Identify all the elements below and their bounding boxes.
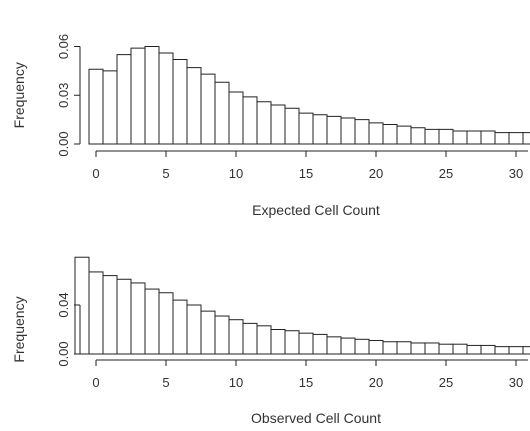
histogram-bar xyxy=(130,282,146,355)
histogram-bar xyxy=(410,342,426,355)
histogram-bar xyxy=(326,115,342,145)
histogram-bar xyxy=(396,341,412,355)
y-axis-title: Frequency xyxy=(11,296,27,362)
histogram-bar xyxy=(298,112,314,145)
histogram-bar xyxy=(368,122,384,145)
histogram-bar xyxy=(466,130,482,145)
y-tick-label: 0.06 xyxy=(56,34,71,59)
histogram-bar xyxy=(312,333,328,355)
histogram-bar xyxy=(494,346,510,355)
x-axis-title: Observed Cell Count xyxy=(251,410,381,426)
histogram-bar xyxy=(452,130,468,145)
y-tick-label: 0.00 xyxy=(56,341,71,366)
histogram-bar xyxy=(214,81,230,145)
x-tick-label: 25 xyxy=(439,166,453,181)
x-tick-label: 25 xyxy=(439,375,453,390)
histogram-bar xyxy=(354,119,370,145)
histogram-bar xyxy=(438,128,454,145)
histogram-bar xyxy=(480,344,496,355)
histogram-bar xyxy=(228,319,244,355)
histogram-bar xyxy=(116,278,132,355)
histogram-bar xyxy=(144,288,160,355)
histogram-bar xyxy=(424,342,440,355)
x-tick-label: 0 xyxy=(92,166,99,181)
x-tick-label: 0 xyxy=(92,375,99,390)
histogram-bar xyxy=(396,125,412,145)
histogram-bar xyxy=(88,271,104,355)
histogram-bar xyxy=(172,299,188,355)
histogram-bar xyxy=(158,52,174,145)
histogram-bar xyxy=(284,107,300,145)
x-tick-label: 15 xyxy=(299,375,313,390)
x-tick-label: 20 xyxy=(369,166,383,181)
histogram-bar xyxy=(438,343,454,355)
histogram-bar xyxy=(340,117,356,145)
histogram-bar xyxy=(242,96,258,145)
histogram-bar xyxy=(312,114,328,145)
histogram-bar xyxy=(242,322,258,355)
x-tick-label: 20 xyxy=(369,375,383,390)
x-tick-label: 15 xyxy=(299,166,313,181)
histogram-bar xyxy=(130,47,146,145)
x-tick-label: 30 xyxy=(509,166,523,181)
histogram-bar xyxy=(186,67,202,145)
histogram-bar xyxy=(382,124,398,145)
histogram-bar xyxy=(144,46,160,145)
histogram-bar xyxy=(116,54,132,145)
histogram-bar xyxy=(228,91,244,145)
histogram-bar xyxy=(200,310,216,355)
x-tick-label: 5 xyxy=(162,166,169,181)
histogram-bar xyxy=(284,330,300,355)
histogram-bar xyxy=(186,304,202,355)
histogram-bar xyxy=(466,344,482,355)
x-tick-label: 10 xyxy=(229,166,243,181)
observed-count-histogram: 0 5 10 15 20 25 30 0.00 0.04 Observed Cell Count F… xyxy=(11,256,530,426)
expected-count-histogram: 0 5 10 15 20 25 30 0.00 0.03 0.06 Expected Cell Co… xyxy=(11,34,530,218)
histogram-bar xyxy=(200,73,216,145)
histogram-bar xyxy=(452,343,468,355)
histogram-bar xyxy=(256,101,272,145)
x-tick-label: 30 xyxy=(509,375,523,390)
histogram-bar xyxy=(270,329,286,355)
histogram-bar xyxy=(102,70,118,145)
y-tick-label: 0.00 xyxy=(56,131,71,156)
histogram-bar xyxy=(88,68,104,145)
histogram-bar xyxy=(508,132,524,145)
histogram-bar xyxy=(158,292,174,355)
histogram-bar xyxy=(102,275,118,355)
histogram-bar xyxy=(368,340,384,355)
histogram-bar xyxy=(424,128,440,145)
histogram-bar xyxy=(326,336,342,355)
histogram-bar xyxy=(256,325,272,355)
histogram-bar xyxy=(382,341,398,355)
x-tick-label: 10 xyxy=(229,375,243,390)
histogram-bar xyxy=(214,315,230,355)
x-tick-label: 5 xyxy=(162,375,169,390)
histogram-bar xyxy=(494,132,510,145)
histogram-bar xyxy=(522,132,530,145)
histogram-bar xyxy=(410,127,426,145)
y-tick-label: 0.03 xyxy=(56,83,71,108)
histogram-bar xyxy=(522,346,530,355)
histogram-bar xyxy=(172,59,188,145)
histogram-bar xyxy=(508,346,524,355)
y-axis-title: Frequency xyxy=(11,62,27,128)
histogram-bar xyxy=(354,338,370,355)
histogram-bar xyxy=(270,104,286,145)
histogram-bar xyxy=(340,337,356,355)
y-tick-label: 0.04 xyxy=(56,292,71,317)
x-axis-title: Expected Cell Count xyxy=(252,202,380,218)
histogram-bar xyxy=(74,256,90,355)
histogram-bar xyxy=(480,130,496,145)
histogram-bar xyxy=(298,332,314,355)
